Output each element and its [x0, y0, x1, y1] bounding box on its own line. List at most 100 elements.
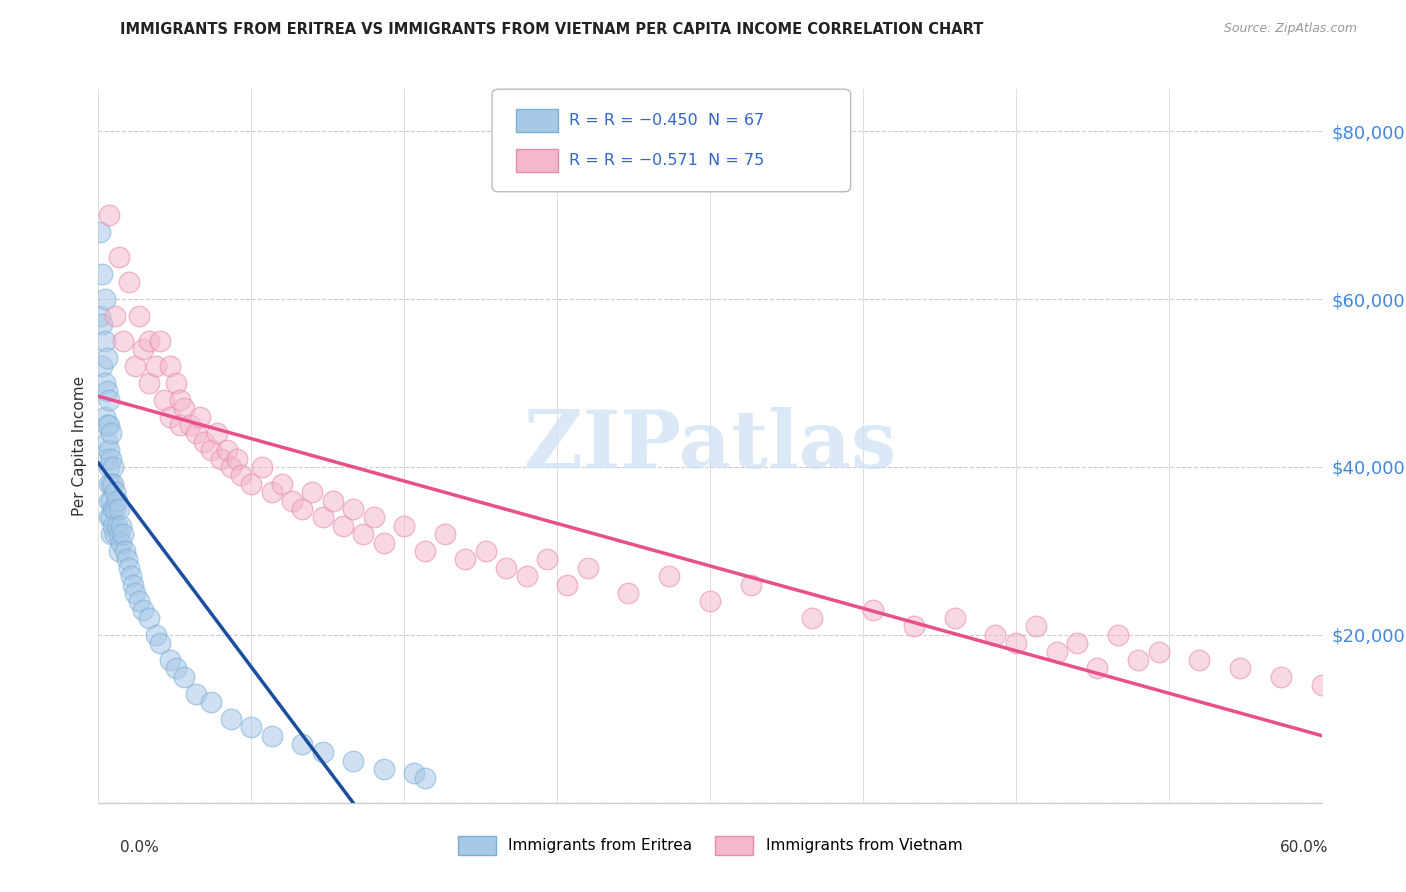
- Point: [312, 746, 335, 760]
- Point: [186, 426, 208, 441]
- Point: [188, 409, 212, 424]
- Point: [138, 611, 160, 625]
- Point: [240, 476, 263, 491]
- Point: [91, 267, 114, 281]
- Point: [96, 434, 118, 449]
- Point: [128, 309, 150, 323]
- Point: [943, 611, 966, 625]
- Point: [291, 737, 314, 751]
- Point: [97, 510, 120, 524]
- Point: [115, 552, 138, 566]
- Point: [100, 451, 122, 466]
- Point: [392, 518, 416, 533]
- Point: [219, 712, 242, 726]
- Point: [215, 443, 238, 458]
- Point: [96, 417, 118, 432]
- Point: [1188, 653, 1211, 667]
- Point: [100, 527, 122, 541]
- Text: R = R = −0.571  N = 75: R = R = −0.571 N = 75: [569, 153, 765, 168]
- Point: [219, 460, 242, 475]
- Point: [1066, 636, 1088, 650]
- Point: [96, 451, 118, 466]
- Point: [173, 401, 195, 416]
- Point: [97, 443, 120, 458]
- Point: [332, 518, 354, 533]
- Point: [97, 476, 120, 491]
- Point: [114, 544, 136, 558]
- Point: [200, 443, 222, 458]
- Point: [132, 343, 155, 357]
- Point: [301, 485, 323, 500]
- Point: [104, 502, 127, 516]
- Point: [118, 560, 141, 574]
- Point: [801, 611, 824, 625]
- Point: [363, 510, 385, 524]
- Point: [658, 569, 681, 583]
- Point: [342, 754, 364, 768]
- Point: [96, 351, 118, 365]
- Point: [555, 577, 579, 591]
- Point: [1310, 678, 1333, 692]
- Point: [373, 535, 395, 549]
- Point: [93, 292, 115, 306]
- Point: [260, 485, 283, 500]
- Point: [495, 560, 517, 574]
- Point: [93, 376, 115, 390]
- Point: [536, 552, 558, 566]
- Point: [120, 569, 142, 583]
- Point: [270, 476, 294, 491]
- Point: [165, 661, 187, 675]
- Point: [173, 670, 195, 684]
- Point: [404, 766, 426, 780]
- Point: [1229, 661, 1251, 675]
- Point: [108, 544, 131, 558]
- Point: [91, 318, 114, 332]
- Point: [617, 586, 640, 600]
- Point: [740, 577, 762, 591]
- Point: [108, 502, 131, 516]
- Point: [179, 417, 201, 432]
- Point: [193, 434, 215, 449]
- Point: [454, 552, 477, 566]
- Point: [101, 476, 124, 491]
- Point: [413, 771, 436, 785]
- Point: [352, 527, 374, 541]
- Point: [110, 535, 132, 549]
- Point: [96, 384, 118, 399]
- Point: [1045, 645, 1069, 659]
- Point: [138, 376, 160, 390]
- Point: [186, 687, 208, 701]
- Point: [516, 569, 538, 583]
- Point: [862, 603, 884, 617]
- Point: [89, 225, 111, 239]
- Point: [110, 518, 132, 533]
- Point: [93, 334, 115, 348]
- Point: [260, 729, 283, 743]
- Point: [312, 510, 335, 524]
- Point: [108, 250, 131, 264]
- Point: [250, 460, 273, 475]
- Text: IMMIGRANTS FROM ERITREA VS IMMIGRANTS FROM VIETNAM PER CAPITA INCOME CORRELATION: IMMIGRANTS FROM ERITREA VS IMMIGRANTS FR…: [120, 22, 983, 37]
- Point: [169, 392, 191, 407]
- Point: [118, 275, 141, 289]
- Point: [89, 309, 111, 323]
- Text: R = R = −0.450  N = 67: R = R = −0.450 N = 67: [569, 113, 765, 128]
- Point: [169, 417, 191, 432]
- Text: ZIPatlas: ZIPatlas: [524, 407, 896, 485]
- Point: [111, 527, 134, 541]
- Point: [159, 409, 181, 424]
- Point: [122, 577, 145, 591]
- Point: [93, 409, 115, 424]
- Point: [1085, 661, 1108, 675]
- Y-axis label: Per Capita Income: Per Capita Income: [72, 376, 87, 516]
- Point: [104, 309, 127, 323]
- Point: [105, 518, 128, 533]
- Point: [91, 359, 114, 374]
- Point: [903, 619, 925, 633]
- Text: 60.0%: 60.0%: [1281, 840, 1329, 855]
- Legend: Immigrants from Eritrea, Immigrants from Vietnam: Immigrants from Eritrea, Immigrants from…: [451, 830, 969, 861]
- Point: [108, 527, 131, 541]
- Point: [97, 460, 120, 475]
- Point: [231, 468, 253, 483]
- Point: [281, 493, 304, 508]
